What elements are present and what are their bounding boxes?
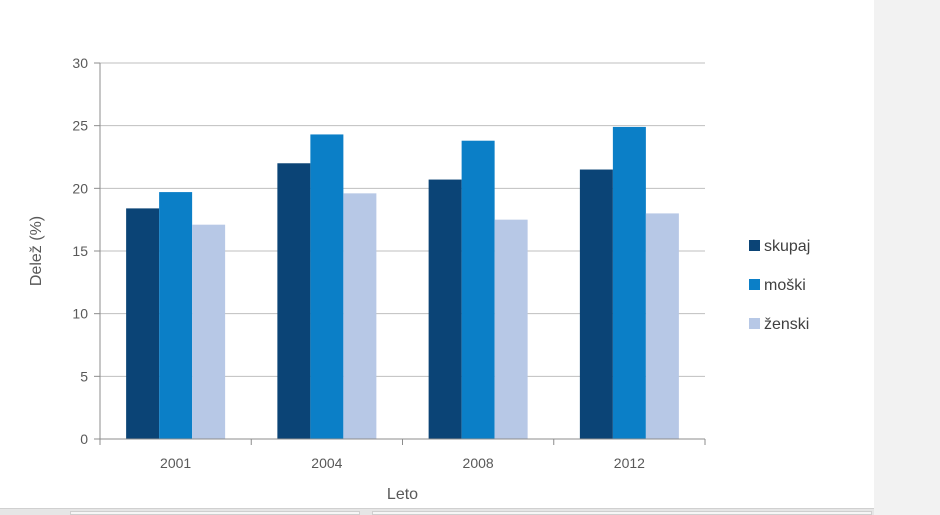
legend-swatch-moški [749, 279, 760, 290]
bar-skupaj-2008 [428, 179, 462, 439]
x-axis-title: Leto [387, 486, 418, 503]
chart-area: 0 5 10 15 20 25 30 2001 2004 2008 2012 Leto Delež… [28, 55, 811, 503]
x-tick-label: 2004 [311, 455, 342, 471]
bar-skupaj-2012 [579, 169, 613, 440]
legend-label: skupaj [764, 238, 810, 255]
x-tick-label: 2008 [463, 455, 494, 471]
scroll-segment[interactable] [372, 511, 872, 515]
bar-moški-2008 [461, 140, 495, 439]
bar-moški-2012 [612, 126, 646, 440]
bar-ženski-2001 [192, 224, 226, 439]
legend: skupaj moški ženski [749, 238, 810, 333]
y-tick-label: 10 [72, 306, 88, 322]
bottom-scroll-strip[interactable] [0, 508, 874, 515]
x-tick-label: 2001 [160, 455, 191, 471]
legend-label: ženski [764, 316, 809, 333]
bars [126, 126, 679, 440]
scroll-segment[interactable] [70, 511, 360, 515]
bar-chart: 0 5 10 15 20 25 30 2001 2004 2008 2012 Leto Delež… [28, 55, 810, 503]
legend-swatch-skupaj [749, 240, 760, 251]
bar-moški-2004 [310, 134, 344, 439]
x-tick-label: 2012 [614, 455, 645, 471]
bar-moški-2001 [159, 192, 193, 439]
bar-skupaj-2004 [277, 163, 311, 439]
y-tick-label: 0 [80, 431, 88, 447]
y-axis-ticks: 0 5 10 15 20 25 30 [72, 55, 100, 447]
y-tick-label: 20 [72, 180, 88, 196]
y-axis-title: Delež (%) [28, 216, 45, 286]
x-axis-ticks: 2001 2004 2008 2012 [99, 439, 706, 471]
y-tick-label: 25 [72, 118, 88, 134]
legend-swatch-ženski [749, 318, 760, 329]
bar-skupaj-2001 [126, 208, 160, 439]
y-tick-label: 15 [72, 243, 88, 259]
bar-ženski-2004 [343, 193, 377, 439]
bar-ženski-2008 [494, 219, 528, 439]
bar-ženski-2012 [645, 213, 679, 439]
side-panel [874, 0, 940, 515]
y-tick-label: 30 [72, 55, 88, 71]
y-tick-label: 5 [80, 368, 88, 384]
legend-label: moški [764, 277, 806, 294]
